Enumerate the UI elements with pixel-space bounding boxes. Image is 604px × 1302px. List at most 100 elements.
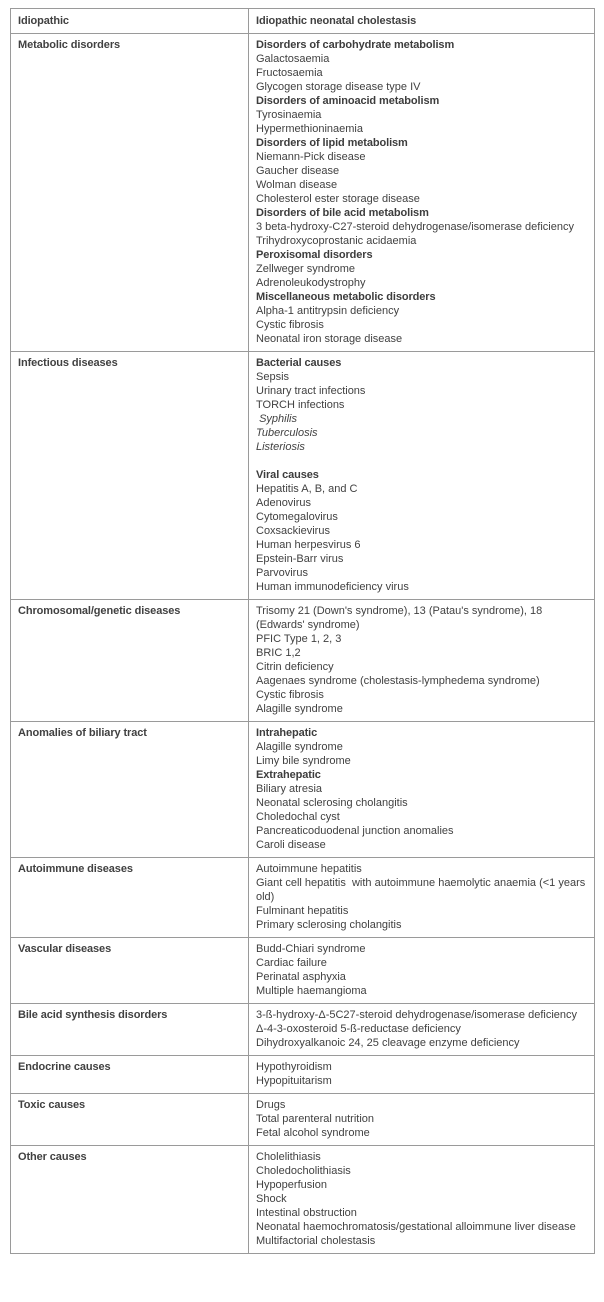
- detail-line: Shock: [256, 1193, 287, 1205]
- detail-line: Cystic fibrosis: [256, 689, 324, 701]
- detail-cell: Trisomy 21 (Down's syndrome), 13 (Patau'…: [248, 599, 595, 722]
- detail-line: Neonatal sclerosing cholangitis: [256, 797, 408, 809]
- category-cell: Bile acid synthesis disorders: [10, 1003, 249, 1056]
- detail-line: Sepsis: [256, 371, 290, 383]
- detail-cell: 3-ß-hydroxy-Δ-5C27-steroid dehydrogenase…: [248, 1003, 595, 1056]
- detail-line: Intestinal obstruction: [256, 1207, 357, 1219]
- detail-line: Adrenoleukodystrophy: [256, 277, 366, 289]
- category-cell: Other causes: [10, 1145, 249, 1254]
- category-cell: Autoimmune diseases: [10, 857, 249, 938]
- detail-line: Fulminant hepatitis: [256, 905, 349, 917]
- category-cell: Vascular diseases: [10, 937, 249, 1004]
- detail-line: Disorders of bile acid metabolism: [256, 207, 429, 219]
- category-cell: Infectious diseases: [10, 351, 249, 600]
- detail-line: 3 beta-hydroxy-C27-steroid dehydrogenase…: [256, 221, 574, 233]
- detail-line: Bacterial causes: [256, 357, 342, 369]
- detail-line: Alagille syndrome: [256, 703, 343, 715]
- detail-line: Fructosaemia: [256, 67, 323, 79]
- detail-line: Drugs: [256, 1099, 286, 1111]
- category-cell: Metabolic disorders: [10, 33, 249, 352]
- detail-line: Hypermethioninaemia: [256, 123, 363, 135]
- detail-line: Trihydroxycoprostanic acidaemia: [256, 235, 417, 247]
- detail-line: Glycogen storage disease type IV: [256, 81, 421, 93]
- detail-cell: Autoimmune hepatitis Giant cell hepatitis…: [248, 857, 595, 938]
- detail-line: Disorders of carbohydrate metabolism: [256, 39, 455, 51]
- detail-line: Disorders of aminoacid metabolism: [256, 95, 440, 107]
- detail-line: Wolman disease: [256, 179, 338, 191]
- detail-line: Tuberculosis: [256, 427, 318, 439]
- detail-line: Human immunodeficiency virus: [256, 581, 409, 593]
- detail-line: Cystic fibrosis: [256, 319, 324, 331]
- detail-line: Biliary atresia: [256, 783, 323, 795]
- detail-line: Total parenteral nutrition: [256, 1113, 375, 1125]
- causes-of-neonatal-cholestasis-table: Idiopathic Idiopathic neonatal cholestas…: [10, 8, 595, 1254]
- detail-line: Coxsackievirus: [256, 525, 330, 537]
- detail-line: TORCH infections: [256, 399, 345, 411]
- detail-line: Limy bile syndrome: [256, 755, 351, 767]
- detail-line: Zellweger syndrome: [256, 263, 356, 275]
- detail-cell: Disorders of carbohydrate metabolism Gala…: [248, 33, 595, 352]
- detail-line: Hypothyroidism: [256, 1061, 332, 1073]
- table-row: Metabolic disorders Disorders of carbohyd…: [10, 33, 595, 352]
- detail-line: Hepatitis A, B, and C: [256, 483, 358, 495]
- detail-line: Alagille syndrome: [256, 741, 343, 753]
- detail-line: Multiple haemangioma: [256, 985, 367, 997]
- detail-line: Human herpesvirus 6: [256, 539, 361, 551]
- category-cell: Anomalies of biliary tract: [10, 721, 249, 858]
- detail-line: Alpha-1 antitrypsin deficiency: [256, 305, 400, 317]
- detail-line: Urinary tract infections: [256, 385, 366, 397]
- detail-line: Disorders of lipid metabolism: [256, 137, 408, 149]
- table-body: Metabolic disorders Disorders of carbohyd…: [10, 33, 595, 1254]
- detail-line: Epstein-Barr virus: [256, 553, 344, 565]
- table-row: Autoimmune diseases Autoimmune hepatitis G…: [10, 857, 595, 938]
- detail-line: Cardiac failure: [256, 957, 327, 969]
- detail-line: Hypoperfusion: [256, 1179, 327, 1191]
- table-row: Bile acid synthesis disorders 3-ß-hydroxy…: [10, 1003, 595, 1056]
- detail-line: Adenovirus: [256, 497, 312, 509]
- detail-line: Tyrosinaemia: [256, 109, 322, 121]
- detail-line: BRIC 1,2: [256, 647, 301, 659]
- detail-spacer: [256, 454, 587, 468]
- detail-cell: Hypothyroidism Hypopituitarism: [248, 1055, 595, 1094]
- table-row: Anomalies of biliary tract Intrahepatic Al…: [10, 721, 595, 858]
- detail-line: Primary sclerosing cholangitis: [256, 919, 402, 931]
- table-row: Endocrine causes Hypothyroidism Hypopituit…: [10, 1055, 595, 1094]
- detail-line: Autoimmune hepatitis: [256, 863, 362, 875]
- detail-line: PFIC Type 1, 2, 3: [256, 633, 342, 645]
- detail-line: Extrahepatic: [256, 769, 321, 781]
- table-header-row: Idiopathic Idiopathic neonatal cholestas…: [10, 8, 595, 34]
- detail-cell: Intrahepatic Alagille syndrome Limy bile s…: [248, 721, 595, 858]
- table-header: Idiopathic Idiopathic neonatal cholestas…: [10, 8, 595, 34]
- detail-line: Choledocholithiasis: [256, 1165, 351, 1177]
- detail-line: Neonatal iron storage disease: [256, 333, 403, 345]
- detail-line: Listeriosis: [256, 441, 305, 453]
- detail-line: Neonatal haemochromatosis/gestational al…: [256, 1221, 576, 1233]
- detail-line: Miscellaneous metabolic disorders: [256, 291, 436, 303]
- detail-line: Aagenaes syndrome (cholestasis-lymphedem…: [256, 675, 540, 687]
- detail-line: Δ-4-3-oxosteroid 5-ß-reductase deficienc…: [256, 1023, 461, 1035]
- category-cell: Endocrine causes: [10, 1055, 249, 1094]
- column-header-category: Idiopathic: [10, 8, 249, 34]
- detail-line: Syphilis: [256, 413, 297, 425]
- detail-line: Citrin deficiency: [256, 661, 334, 673]
- detail-line: 3-ß-hydroxy-Δ-5C27-steroid dehydrogenase…: [256, 1009, 577, 1021]
- table-row: Infectious diseases Bacterial causes Sepsi…: [10, 351, 595, 600]
- detail-line: Choledochal cyst: [256, 811, 340, 823]
- detail-cell: Cholelithiasis Choledocholithiasis Hypoper…: [248, 1145, 595, 1254]
- detail-line: Trisomy 21 (Down's syndrome), 13 (Patau'…: [256, 605, 546, 631]
- detail-line: Hypopituitarism: [256, 1075, 332, 1087]
- table-row: Vascular diseases Budd-Chiari syndrome Car…: [10, 937, 595, 1004]
- detail-line: Parvovirus: [256, 567, 308, 579]
- detail-line: Cholelithiasis: [256, 1151, 321, 1163]
- column-header-detail: Idiopathic neonatal cholestasis: [248, 8, 595, 34]
- detail-cell: Bacterial causes Sepsis Urinary tract infe…: [248, 351, 595, 600]
- detail-line: Fetal alcohol syndrome: [256, 1127, 370, 1139]
- detail-line: Caroli disease: [256, 839, 326, 851]
- detail-line: Cholesterol ester storage disease: [256, 193, 420, 205]
- detail-line: Gaucher disease: [256, 165, 340, 177]
- detail-line: Peroxisomal disorders: [256, 249, 373, 261]
- table-row: Toxic causes Drugs Total parenteral nutrit…: [10, 1093, 595, 1146]
- detail-line: Niemann-Pick disease: [256, 151, 366, 163]
- detail-cell: Drugs Total parenteral nutrition Fetal alc…: [248, 1093, 595, 1146]
